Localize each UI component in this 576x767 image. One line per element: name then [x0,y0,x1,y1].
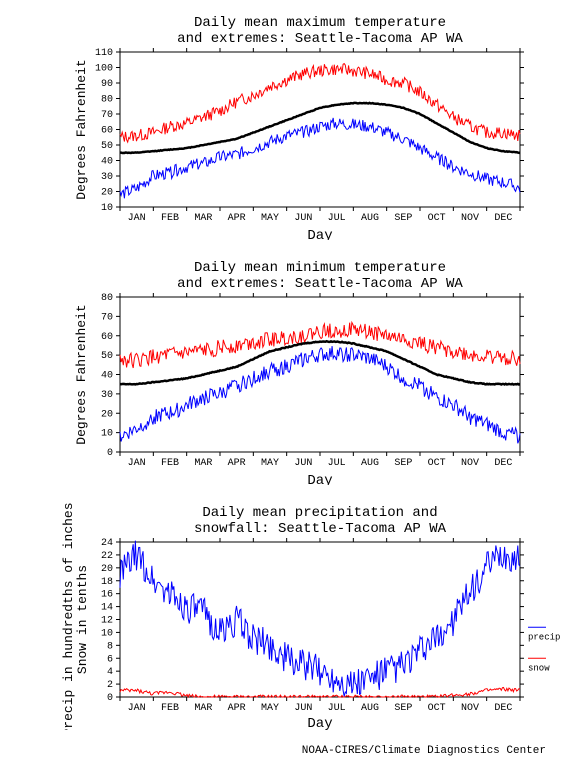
svg-text:Precip in hundredths of inches: Precip in hundredths of inches [61,502,76,730]
svg-text:AUG: AUG [361,458,379,469]
svg-text:20: 20 [101,188,113,199]
svg-text:FEB: FEB [161,213,179,224]
svg-text:JAN: JAN [128,703,146,714]
svg-text:APR: APR [228,703,246,714]
svg-text:40: 40 [101,371,113,382]
svg-text:SEP: SEP [394,458,412,469]
svg-text:20: 20 [101,409,113,420]
svg-text:Daily mean maximum temperature: Daily mean maximum temperature [194,15,446,31]
svg-text:24: 24 [101,538,113,549]
svg-text:6: 6 [107,654,113,665]
svg-text:50: 50 [101,351,113,362]
svg-text:18: 18 [101,577,113,588]
svg-text:50: 50 [101,141,113,152]
svg-text:AUG: AUG [361,213,379,224]
svg-text:OCT: OCT [428,458,446,469]
svg-text:Daily mean precipitation and: Daily mean precipitation and [202,505,437,521]
svg-text:MAY: MAY [261,458,279,469]
svg-text:100: 100 [95,64,113,75]
svg-text:APR: APR [228,458,246,469]
svg-text:0: 0 [107,693,113,704]
svg-text:and extremes: Seattle-Tacoma A: and extremes: Seattle-Tacoma AP WA [177,31,463,47]
svg-text:40: 40 [101,157,113,168]
svg-text:DEC: DEC [494,213,512,224]
svg-text:16: 16 [101,590,113,601]
svg-text:JUN: JUN [294,458,312,469]
svg-text:Daily mean minimum temperature: Daily mean minimum temperature [194,260,446,276]
svg-text:MAY: MAY [261,703,279,714]
footer-credit: NOAA-CIRES/Climate Diagnostics Center [10,745,566,757]
svg-text:4: 4 [107,667,113,678]
chart-precip-svg: Daily mean precipitation andsnowfall: Se… [10,500,566,730]
chart-max-temp-svg: Daily mean maximum temperatureand extrem… [10,10,566,240]
svg-text:APR: APR [228,213,246,224]
svg-text:snowfall: Seattle-Tacoma AP WA: snowfall: Seattle-Tacoma AP WA [194,521,447,537]
svg-text:22: 22 [101,551,113,562]
svg-text:10: 10 [101,203,113,214]
svg-text:JAN: JAN [128,213,146,224]
svg-text:Degrees Fahrenheit: Degrees Fahrenheit [74,304,89,444]
svg-text:SEP: SEP [394,703,412,714]
svg-text:NOV: NOV [461,703,479,714]
svg-text:12: 12 [101,616,113,627]
svg-text:snow: snow [528,663,550,673]
svg-text:and extremes: Seattle-Tacoma A: and extremes: Seattle-Tacoma AP WA [177,276,463,292]
svg-text:2: 2 [107,680,113,691]
svg-text:80: 80 [101,293,113,304]
svg-text:JAN: JAN [128,458,146,469]
svg-text:60: 60 [101,332,113,343]
svg-text:30: 30 [101,172,113,183]
svg-text:JUN: JUN [294,703,312,714]
svg-text:JUN: JUN [294,213,312,224]
svg-text:OCT: OCT [428,213,446,224]
svg-text:110: 110 [95,48,113,59]
svg-text:DEC: DEC [494,458,512,469]
svg-text:20: 20 [101,564,113,575]
svg-text:0: 0 [107,448,113,459]
svg-text:MAR: MAR [194,458,212,469]
svg-text:NOV: NOV [461,213,479,224]
svg-text:90: 90 [101,79,113,90]
svg-text:MAR: MAR [194,213,212,224]
chart-min-temp-svg: Daily mean minimum temperatureand extrem… [10,255,566,485]
svg-text:14: 14 [101,603,113,614]
svg-text:Day: Day [307,716,332,730]
svg-text:70: 70 [101,312,113,323]
svg-text:FEB: FEB [161,458,179,469]
chart-max-temp: Daily mean maximum temperatureand extrem… [10,10,566,240]
svg-text:JUL: JUL [328,213,346,224]
svg-text:NOV: NOV [461,458,479,469]
svg-text:10: 10 [101,628,113,639]
svg-text:Degrees Fahrenheit: Degrees Fahrenheit [74,59,89,199]
svg-text:60: 60 [101,126,113,137]
chart-precip: Daily mean precipitation andsnowfall: Se… [10,500,566,730]
svg-text:AUG: AUG [361,703,379,714]
svg-text:Day: Day [307,228,332,240]
svg-text:MAR: MAR [194,703,212,714]
svg-text:MAY: MAY [261,213,279,224]
svg-text:80: 80 [101,95,113,106]
svg-text:JUL: JUL [328,458,346,469]
svg-text:70: 70 [101,110,113,121]
chart-min-temp: Daily mean minimum temperatureand extrem… [10,255,566,485]
svg-text:Snow in tenths: Snow in tenths [75,565,90,674]
svg-text:FEB: FEB [161,703,179,714]
svg-text:SEP: SEP [394,213,412,224]
svg-text:8: 8 [107,641,113,652]
svg-text:DEC: DEC [494,703,512,714]
svg-text:precip: precip [528,632,560,642]
svg-text:OCT: OCT [428,703,446,714]
svg-text:Day: Day [307,473,332,485]
svg-text:JUL: JUL [328,703,346,714]
svg-text:30: 30 [101,390,113,401]
svg-text:10: 10 [101,429,113,440]
